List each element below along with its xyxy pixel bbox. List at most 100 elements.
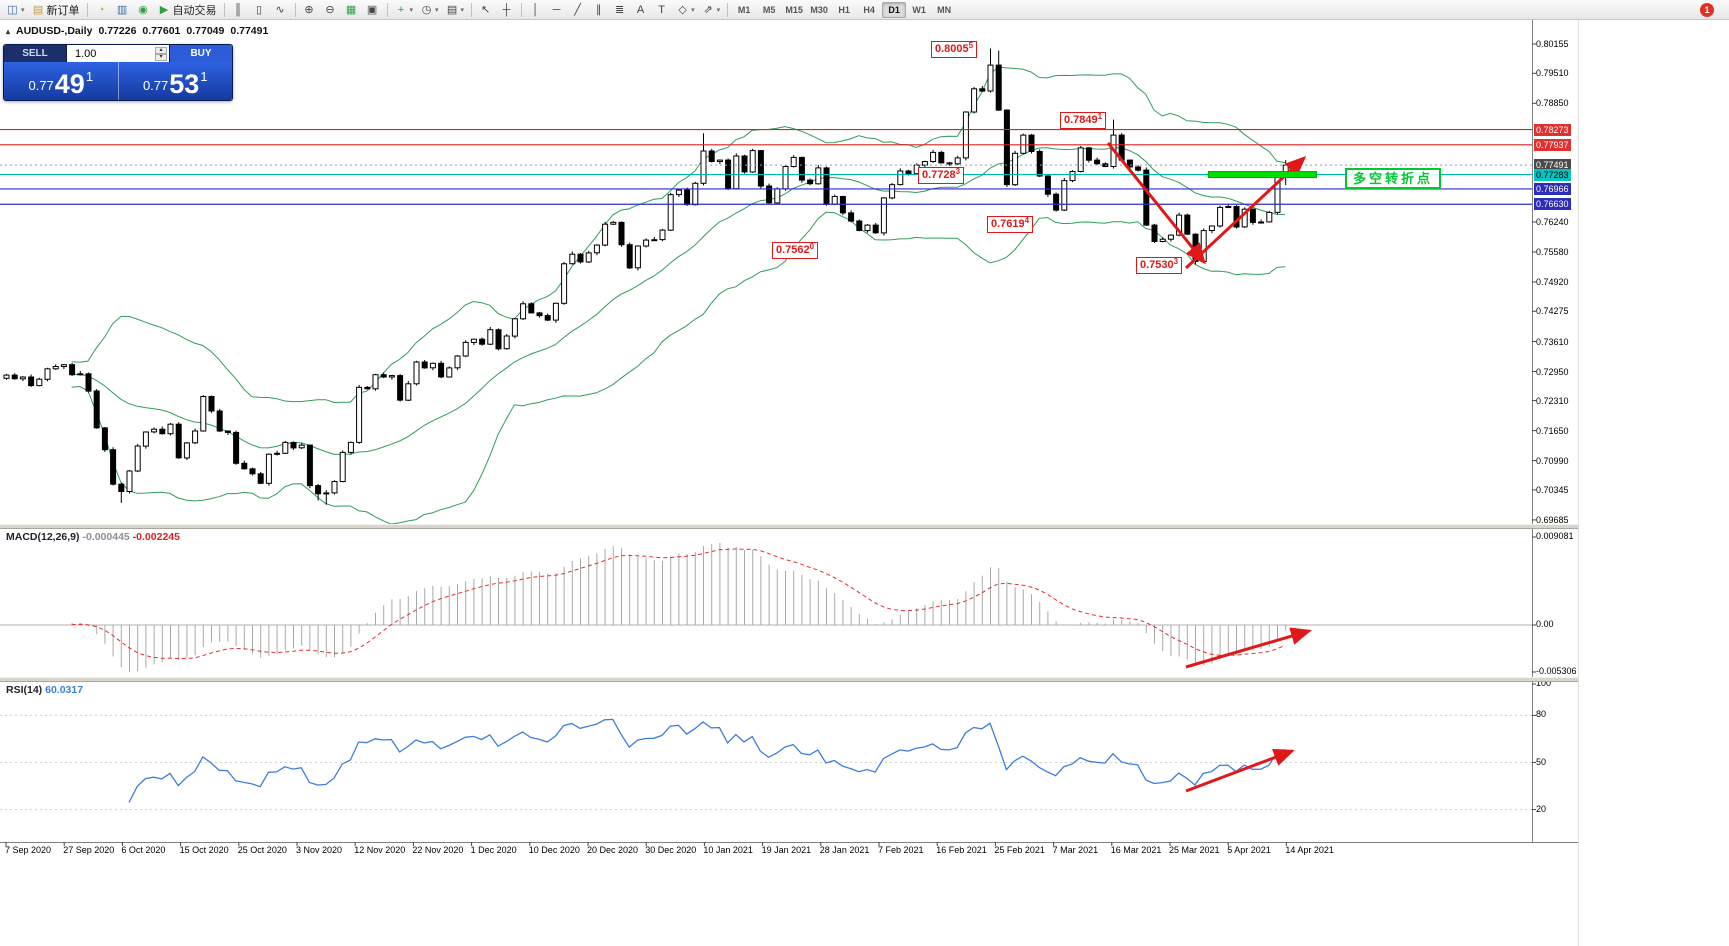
- price-axis-label[interactable]: 0.74920: [1536, 276, 1569, 287]
- trendline-icon[interactable]: ╱: [568, 1, 588, 18]
- price-axis-label[interactable]: 0.77491: [1534, 159, 1571, 172]
- price-axis-label[interactable]: 0.72950: [1536, 366, 1569, 377]
- panel-splitter[interactable]: [0, 677, 1578, 682]
- cursor-icon[interactable]: ↖: [476, 1, 496, 18]
- indicators-icon[interactable]: + ▾: [392, 1, 417, 18]
- price-axis-label[interactable]: 0.73610: [1536, 336, 1569, 347]
- timeframe-m30-button[interactable]: M30: [807, 2, 831, 18]
- date-axis-label[interactable]: 27 Sep 2020: [63, 845, 115, 855]
- vertical-line-icon[interactable]: │: [526, 1, 546, 18]
- timeframe-w1-button[interactable]: W1: [907, 2, 931, 18]
- date-axis-label[interactable]: 16 Feb 2021: [936, 845, 987, 855]
- price-label-object[interactable]: 0.77283: [918, 166, 965, 184]
- fibonacci-icon[interactable]: ≣: [610, 1, 630, 18]
- panel-splitter[interactable]: [0, 524, 1578, 529]
- trend-arrow[interactable]: [1185, 748, 1295, 793]
- date-axis-label[interactable]: 16 Mar 2021: [1110, 845, 1162, 855]
- ohlc-bars-icon[interactable]: ║: [229, 1, 249, 18]
- date-axis-label[interactable]: 5 Apr 2021: [1227, 845, 1271, 855]
- timeframe-d1-button[interactable]: D1: [882, 1, 907, 18]
- bid-price-display[interactable]: 0.77 49 1: [4, 62, 119, 100]
- navigator-icon[interactable]: ◉: [134, 1, 154, 18]
- volume-down-button[interactable]: ▾: [155, 53, 167, 61]
- periods-icon[interactable]: ◷ ▾: [417, 1, 442, 18]
- price-axis-label[interactable]: 0.71650: [1536, 425, 1569, 436]
- horizontal-line-icon[interactable]: ─: [547, 1, 567, 18]
- timeframe-mn-button[interactable]: MN: [932, 2, 956, 18]
- date-axis-label[interactable]: 25 Mar 2021: [1169, 845, 1220, 855]
- new-chart-button[interactable]: ◫ ▾: [3, 1, 28, 18]
- chart-canvas[interactable]: [0, 20, 1729, 946]
- trend-arrow[interactable]: [1106, 142, 1206, 265]
- price-axis-label[interactable]: 0.76630: [1534, 198, 1571, 211]
- date-axis-label[interactable]: 14 Apr 2021: [1285, 845, 1334, 855]
- date-axis-label[interactable]: 10 Jan 2021: [703, 845, 753, 855]
- date-axis-label[interactable]: 19 Jan 2021: [761, 845, 812, 855]
- zoom-out-icon[interactable]: ⊖: [321, 1, 341, 18]
- date-axis-label[interactable]: 20 Dec 2020: [587, 845, 639, 855]
- label-icon[interactable]: T: [652, 1, 672, 18]
- price-label-object[interactable]: 0.75303: [1136, 256, 1183, 274]
- support-zone-highlight[interactable]: [1208, 170, 1317, 178]
- sell-button[interactable]: SELL: [4, 45, 66, 62]
- date-axis-label[interactable]: 12 Nov 2020: [354, 845, 406, 855]
- price-axis-label[interactable]: 0.80155: [1536, 39, 1569, 49]
- date-axis-label[interactable]: 22 Nov 2020: [412, 845, 464, 855]
- crosshair-icon[interactable]: ┼: [497, 1, 517, 18]
- price-axis-label[interactable]: 0.72310: [1536, 395, 1569, 406]
- ask-price-display[interactable]: 0.77 53 1: [119, 62, 233, 100]
- timeframe-h1-button[interactable]: H1: [832, 2, 856, 18]
- price-axis-label[interactable]: 0.69685: [1536, 514, 1569, 525]
- price-axis-label[interactable]: 0.79510: [1536, 68, 1569, 79]
- price-label-object[interactable]: 0.76194: [987, 216, 1034, 234]
- price-axis-label[interactable]: 0.77283: [1534, 168, 1571, 181]
- price-label-object[interactable]: 0.80055: [931, 40, 978, 58]
- date-axis-label[interactable]: 6 Oct 2020: [121, 845, 166, 855]
- price-axis-label[interactable]: 0.77937: [1534, 138, 1571, 151]
- arrows-icon[interactable]: ⇗ ▾: [699, 1, 724, 18]
- new-order-button[interactable]: ▤ 新订单: [29, 1, 83, 18]
- text-icon[interactable]: A: [631, 1, 651, 18]
- date-axis-label[interactable]: 1 Dec 2020: [470, 845, 517, 855]
- timeframe-m5-button[interactable]: M5: [757, 2, 781, 18]
- templates-icon[interactable]: ▤ ▾: [443, 1, 468, 18]
- shapes-icon[interactable]: ◇ ▾: [673, 1, 698, 18]
- volume-up-button[interactable]: ▴: [155, 46, 167, 54]
- price-axis-label[interactable]: 0.78850: [1536, 98, 1569, 109]
- data-window-icon[interactable]: ▥: [113, 1, 133, 18]
- price-axis-label[interactable]: 0.76240: [1536, 216, 1569, 227]
- zoom-in-icon[interactable]: ⊕: [300, 1, 320, 18]
- price-axis-label[interactable]: 0.75580: [1536, 246, 1569, 257]
- date-axis-label[interactable]: 25 Oct 2020: [237, 845, 287, 855]
- date-axis-label[interactable]: 3 Nov 2020: [296, 845, 343, 855]
- date-axis-label[interactable]: 7 Feb 2021: [878, 845, 924, 855]
- one-click-toggle-icon[interactable]: ▴: [6, 26, 11, 36]
- timeframe-m15-button[interactable]: M15: [782, 2, 806, 18]
- autotrade-button[interactable]: ▶ 自动交易: [155, 1, 220, 18]
- price-axis-label[interactable]: 0.70345: [1536, 484, 1569, 495]
- channel-icon[interactable]: ∥: [589, 1, 609, 18]
- date-axis-label[interactable]: 15 Oct 2020: [179, 845, 229, 855]
- volume-input[interactable]: 1.00 ▴ ▾: [66, 45, 170, 62]
- trend-arrow[interactable]: [1185, 627, 1312, 669]
- tile-windows-icon[interactable]: ▣: [363, 1, 383, 18]
- date-axis-label[interactable]: 10 Dec 2020: [528, 845, 580, 855]
- date-axis-label[interactable]: 30 Dec 2020: [645, 845, 697, 855]
- price-label-object[interactable]: 0.75620: [772, 242, 819, 260]
- line-chart-icon[interactable]: ∿: [271, 1, 291, 18]
- timeframe-m1-button[interactable]: M1: [732, 2, 756, 18]
- date-axis-label[interactable]: 7 Sep 2020: [5, 845, 52, 855]
- turning-point-annotation[interactable]: 多空转折点: [1345, 168, 1442, 189]
- date-axis-label[interactable]: 28 Jan 2021: [819, 845, 870, 855]
- price-label-object[interactable]: 0.78491: [1060, 111, 1107, 129]
- candlesticks-icon[interactable]: ▯: [250, 1, 270, 18]
- price-axis-label[interactable]: 0.74275: [1536, 306, 1569, 317]
- price-axis-label[interactable]: 0.78273: [1534, 123, 1571, 136]
- timeframe-h4-button[interactable]: H4: [857, 2, 881, 18]
- date-axis-label[interactable]: 25 Feb 2021: [994, 845, 1045, 855]
- price-axis-label[interactable]: 0.70990: [1536, 455, 1569, 466]
- grid-icon[interactable]: ▦: [342, 1, 362, 18]
- buy-button[interactable]: BUY: [170, 45, 232, 62]
- profiles-icon[interactable]: ◔: [92, 1, 112, 18]
- price-axis-label[interactable]: 0.76966: [1534, 182, 1571, 195]
